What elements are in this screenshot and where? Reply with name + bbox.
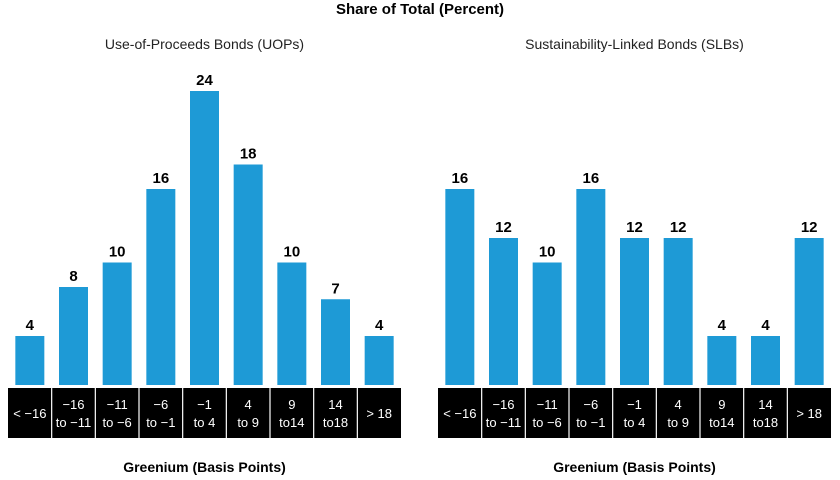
data-label-uop-7: 7 bbox=[331, 280, 339, 297]
tick-label-slb-1-0: −16 bbox=[492, 397, 514, 412]
tick-label-slb-5-1: to 9 bbox=[667, 415, 689, 430]
tick-label-slb-5-0: 4 bbox=[675, 397, 682, 412]
tick-label-slb-7-0: 14 bbox=[758, 397, 772, 412]
data-label-slb-1: 12 bbox=[495, 219, 512, 236]
data-label-uop-8: 4 bbox=[375, 317, 384, 334]
tick-label-uop-3-1: to −1 bbox=[146, 415, 175, 430]
tick-label-slb-3-1: to −1 bbox=[576, 415, 605, 430]
bar-slb-7 bbox=[751, 336, 780, 385]
data-label-uop-4: 24 bbox=[196, 72, 213, 89]
bar-slb-3 bbox=[576, 189, 606, 385]
tick-label-slb-8-0: > 18 bbox=[796, 406, 822, 421]
data-label-slb-3: 16 bbox=[582, 170, 599, 187]
tick-label-slb-4-1: to 4 bbox=[624, 415, 646, 430]
tick-label-slb-0-0: < −16 bbox=[443, 406, 476, 421]
bar-uop-4 bbox=[190, 91, 219, 385]
figure-title: Share of Total (Percent) bbox=[335, 1, 505, 18]
bar-uop-0 bbox=[15, 336, 45, 385]
bar-uop-5 bbox=[233, 164, 263, 385]
data-label-slb-7: 4 bbox=[761, 317, 770, 334]
data-label-uop-2: 10 bbox=[109, 244, 126, 261]
data-label-uop-0: 4 bbox=[26, 317, 35, 334]
data-label-uop-5: 18 bbox=[240, 146, 257, 163]
tick-label-slb-6-1: to14 bbox=[709, 415, 734, 430]
tick-label-uop-3-0: −6 bbox=[153, 397, 168, 412]
category-band-slb bbox=[438, 388, 831, 438]
bar-uop-8 bbox=[364, 336, 394, 385]
tick-label-uop-8-0: > 18 bbox=[366, 406, 392, 421]
category-band-uop bbox=[8, 388, 401, 438]
data-label-slb-0: 16 bbox=[451, 170, 468, 187]
bar-slb-4 bbox=[620, 238, 649, 385]
bar-slb-5 bbox=[663, 238, 693, 385]
bar-slb-1 bbox=[489, 238, 518, 385]
data-label-slb-2: 10 bbox=[539, 244, 556, 261]
tick-label-slb-1-1: to −11 bbox=[486, 415, 522, 430]
data-label-slb-5: 12 bbox=[670, 219, 687, 236]
tick-label-slb-7-1: to18 bbox=[753, 415, 778, 430]
tick-label-uop-7-1: to18 bbox=[323, 415, 348, 430]
tick-label-uop-0-0: < −16 bbox=[13, 406, 46, 421]
tick-label-uop-2-0: −11 bbox=[107, 397, 128, 412]
panel-title-slb: Sustainability-Linked Bonds (SLBs) bbox=[525, 36, 744, 52]
tick-label-slb-3-0: −6 bbox=[583, 397, 598, 412]
tick-label-uop-6-0: 9 bbox=[288, 397, 295, 412]
data-label-uop-3: 16 bbox=[152, 170, 169, 187]
bar-slb-0 bbox=[445, 189, 475, 385]
tick-label-slb-2-1: to −6 bbox=[533, 415, 562, 430]
data-label-slb-8: 12 bbox=[801, 219, 818, 236]
tick-label-uop-1-1: to −11 bbox=[56, 415, 92, 430]
panel-title-uop: Use-of-Proceeds Bonds (UOPs) bbox=[104, 36, 305, 52]
x-axis-label-slb: Greenium (Basis Points) bbox=[553, 459, 716, 475]
data-label-slb-6: 4 bbox=[718, 317, 727, 334]
tick-label-uop-2-1: to −6 bbox=[103, 415, 132, 430]
tick-label-uop-5-0: 4 bbox=[245, 397, 252, 412]
tick-label-slb-6-0: 9 bbox=[718, 397, 725, 412]
data-label-uop-6: 10 bbox=[283, 244, 300, 261]
tick-label-slb-4-0: −1 bbox=[627, 397, 642, 412]
data-label-slb-4: 12 bbox=[626, 219, 643, 236]
bar-uop-7 bbox=[321, 299, 350, 385]
bar-uop-3 bbox=[146, 189, 176, 385]
tick-label-uop-5-1: to 9 bbox=[237, 415, 259, 430]
bar-uop-2 bbox=[102, 262, 132, 385]
tick-label-uop-4-1: to 4 bbox=[194, 415, 216, 430]
tick-label-uop-1-0: −16 bbox=[62, 397, 84, 412]
tick-label-uop-7-0: 14 bbox=[328, 397, 342, 412]
bar-uop-1 bbox=[59, 287, 88, 385]
tick-label-uop-4-0: −1 bbox=[197, 397, 212, 412]
bar-slb-2 bbox=[532, 262, 562, 385]
bar-slb-8 bbox=[794, 238, 824, 385]
data-label-uop-1: 8 bbox=[69, 268, 77, 285]
tick-label-uop-6-1: to14 bbox=[279, 415, 304, 430]
x-axis-label-uop: Greenium (Basis Points) bbox=[123, 459, 286, 475]
bar-slb-6 bbox=[707, 336, 737, 385]
tick-label-slb-2-0: −11 bbox=[537, 397, 558, 412]
bar-uop-6 bbox=[277, 262, 307, 385]
